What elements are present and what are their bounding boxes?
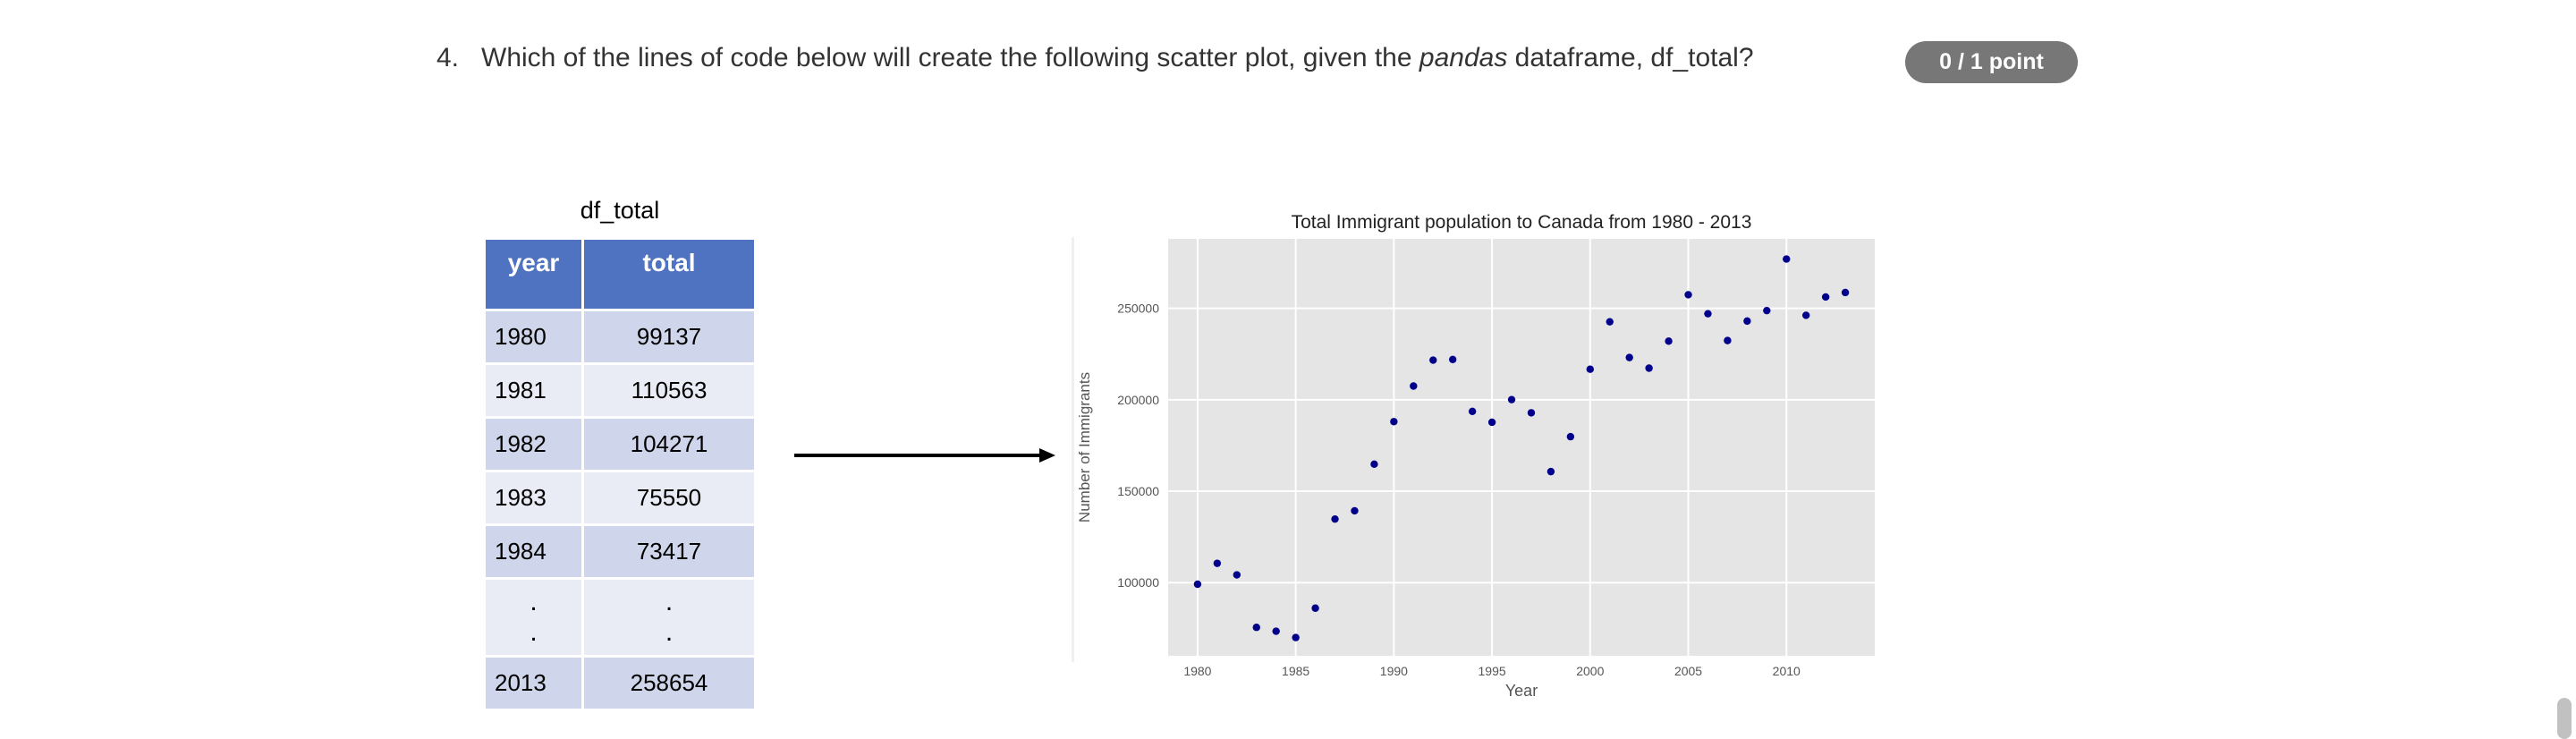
y-tick-label: 200000: [1117, 393, 1159, 407]
y-axis-label: Number of Immigrants: [1076, 372, 1093, 522]
data-point: [1527, 409, 1536, 417]
data-point: [1586, 365, 1595, 373]
cell-year: 1980: [483, 309, 584, 365]
table-row: 1984 73417: [483, 523, 757, 580]
cell-total: 258654: [581, 655, 757, 711]
data-point: [1625, 353, 1633, 361]
question-text-after: dataframe, df_total?: [1507, 43, 1754, 72]
right-arrow-icon: [794, 448, 1055, 463]
ellipsis-cell: ..: [483, 577, 584, 658]
scrollbar-thumb[interactable]: [2557, 698, 2572, 739]
data-point: [1351, 506, 1359, 515]
cell-total: 99137: [581, 309, 757, 365]
data-point: [1507, 395, 1516, 403]
data-point: [1546, 467, 1555, 476]
table-row-ellipsis: .. ..: [483, 577, 757, 658]
table-row: 1983 75550: [483, 470, 757, 526]
data-point: [1783, 255, 1791, 263]
plot-area: [1168, 239, 1875, 656]
x-tick-label: 1980: [1183, 664, 1211, 678]
table-title: df_total: [580, 197, 660, 224]
cell-total: 73417: [581, 523, 757, 580]
data-point: [1370, 460, 1378, 469]
data-point: [1311, 604, 1319, 612]
question-text: Which of the lines of code below will cr…: [481, 43, 1754, 73]
table-row: 1982 104271: [483, 416, 757, 472]
data-point: [1429, 356, 1437, 364]
data-point: [1272, 627, 1280, 635]
ellipsis-dot: .: [665, 617, 674, 647]
data-point: [1331, 514, 1339, 523]
data-point: [1448, 355, 1457, 363]
data-point: [1193, 580, 1202, 589]
table-row: 1981 110563: [483, 362, 757, 419]
cell-year: 1984: [483, 523, 584, 580]
data-point: [1841, 288, 1850, 297]
data-point: [1233, 571, 1241, 579]
data-point: [1645, 364, 1653, 372]
data-point: [1292, 633, 1300, 641]
x-tick-label: 2005: [1674, 664, 1702, 678]
header-total: total: [581, 237, 757, 311]
score-badge: 0 / 1 point: [1905, 41, 2078, 83]
question-number: 4.: [436, 43, 460, 72]
data-point: [1821, 293, 1830, 302]
cell-year: 1983: [483, 470, 584, 526]
header-year: year: [483, 237, 584, 311]
cell-year: 2013: [483, 655, 584, 711]
data-point: [1566, 432, 1575, 441]
dataframe-table: year total 1980 99137 1981 110563 1982 1…: [483, 237, 757, 711]
data-point: [1606, 318, 1614, 326]
table-header-row: year total: [483, 237, 757, 311]
cell-total: 75550: [581, 470, 757, 526]
data-point: [1487, 418, 1496, 427]
data-point: [1390, 418, 1398, 426]
data-point: [1724, 336, 1732, 344]
ellipsis-dot: .: [665, 587, 674, 616]
y-tick-label: 150000: [1117, 484, 1159, 498]
scatter-chart: 1980 1985 1990 1995 2000 2005 2010 100000 150000…: [1072, 212, 1875, 700]
table-row: 2013 258654: [483, 655, 757, 711]
data-point: [1410, 382, 1418, 390]
cell-year: 1981: [483, 362, 584, 419]
y-tick-label: 250000: [1117, 302, 1159, 316]
table-row: 1980 99137: [483, 309, 757, 365]
data-point: [1252, 624, 1260, 632]
cell-year: 1982: [483, 416, 584, 472]
data-point: [1213, 559, 1222, 567]
data-point: [1684, 291, 1692, 299]
x-tick-label: 2000: [1576, 664, 1604, 678]
question-text-emphasis: pandas: [1419, 43, 1508, 72]
ellipsis-dot: .: [530, 617, 538, 647]
cell-total: 110563: [581, 362, 757, 419]
x-tick-label: 1995: [1479, 664, 1506, 678]
x-tick-label: 2010: [1773, 664, 1801, 678]
cell-total: 104271: [581, 416, 757, 472]
data-point: [1801, 311, 1810, 319]
data-point: [1665, 337, 1673, 345]
data-point: [1743, 317, 1751, 326]
x-tick-label: 1990: [1380, 664, 1408, 678]
data-point: [1763, 306, 1771, 315]
data-point: [1468, 407, 1477, 416]
data-point: [1704, 310, 1712, 318]
chart-title: Total Immigrant population to Canada fro…: [1292, 212, 1752, 233]
y-tick-label: 100000: [1117, 575, 1159, 590]
question-text-before: Which of the lines of code below will cr…: [481, 43, 1419, 72]
ellipsis-dot: .: [530, 587, 538, 616]
x-axis-label: Year: [1505, 682, 1538, 700]
ellipsis-cell: ..: [581, 577, 757, 658]
x-tick-label: 1985: [1282, 664, 1309, 678]
